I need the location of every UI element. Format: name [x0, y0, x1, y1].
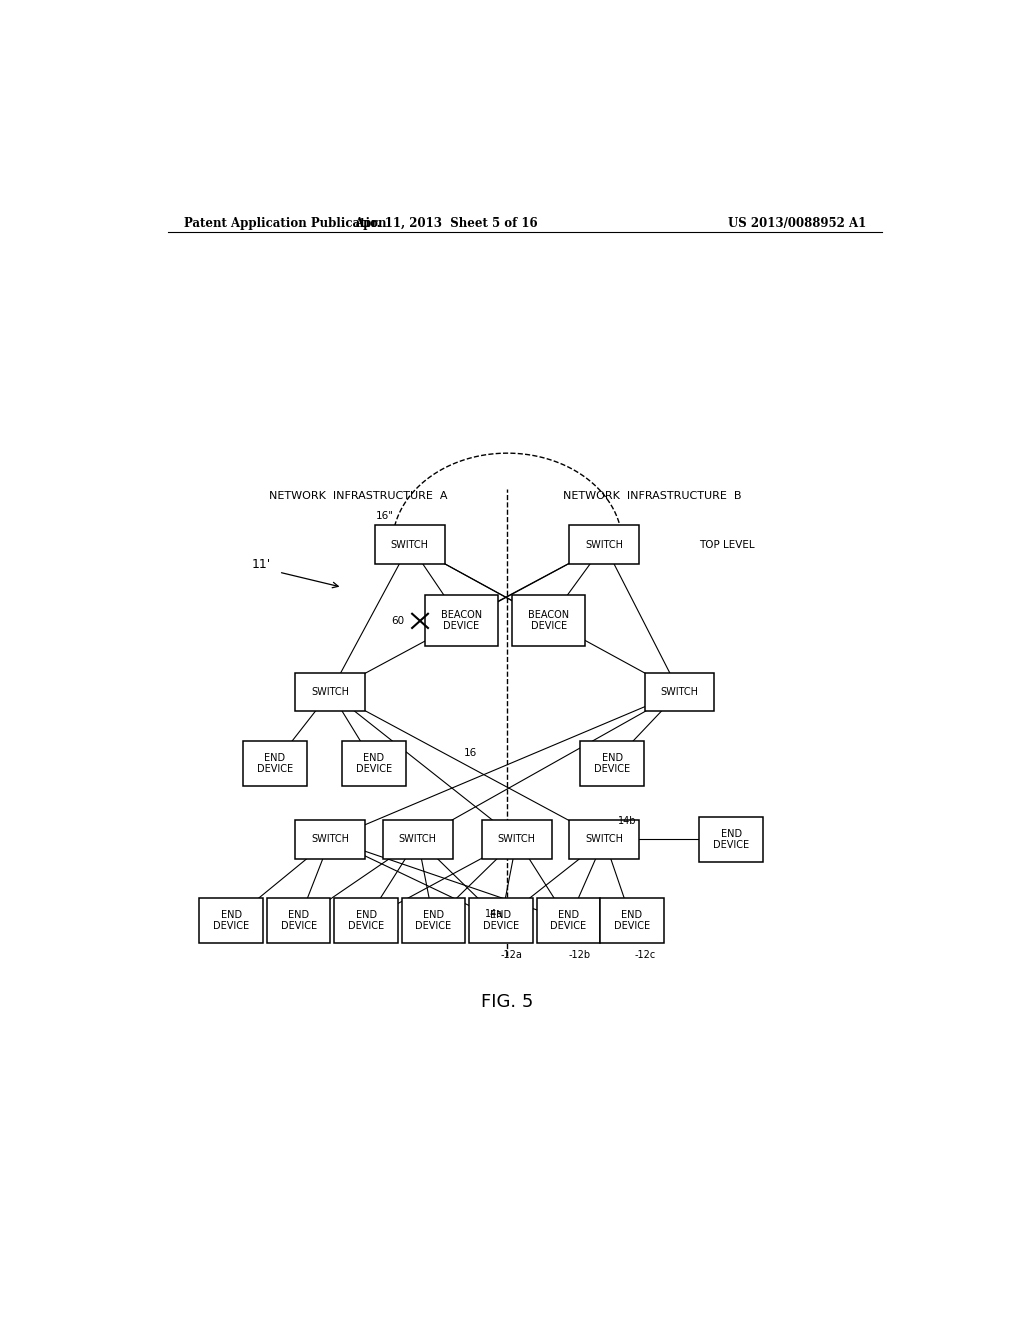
Text: -12c: -12c	[634, 950, 655, 960]
Text: 16: 16	[464, 748, 477, 758]
Text: END
DEVICE: END DEVICE	[416, 909, 452, 932]
Text: END
DEVICE: END DEVICE	[257, 752, 293, 774]
Text: -12b: -12b	[568, 950, 591, 960]
Text: Patent Application Publication: Patent Application Publication	[183, 216, 386, 230]
FancyBboxPatch shape	[569, 820, 639, 859]
FancyBboxPatch shape	[267, 899, 331, 942]
Text: NETWORK  INFRASTRUCTURE  A: NETWORK INFRASTRUCTURE A	[269, 491, 447, 500]
Text: SWITCH: SWITCH	[311, 686, 349, 697]
FancyBboxPatch shape	[243, 741, 306, 785]
Text: SWITCH: SWITCH	[660, 686, 698, 697]
Text: SWITCH: SWITCH	[398, 834, 436, 845]
Text: 11': 11'	[252, 558, 271, 572]
Text: BEACON
DEVICE: BEACON DEVICE	[528, 610, 569, 631]
Text: -12a: -12a	[501, 950, 523, 960]
FancyBboxPatch shape	[200, 899, 263, 942]
Text: END
DEVICE: END DEVICE	[713, 829, 750, 850]
Text: SWITCH: SWITCH	[585, 834, 624, 845]
FancyBboxPatch shape	[375, 525, 444, 564]
Text: END
DEVICE: END DEVICE	[594, 752, 630, 774]
FancyBboxPatch shape	[699, 817, 763, 862]
Text: 14a: 14a	[485, 908, 504, 919]
Text: BEACON
DEVICE: BEACON DEVICE	[440, 610, 482, 631]
Text: END
DEVICE: END DEVICE	[281, 909, 316, 932]
Text: END
DEVICE: END DEVICE	[356, 752, 392, 774]
Text: 14b: 14b	[617, 816, 636, 826]
Text: SWITCH: SWITCH	[585, 540, 624, 549]
FancyBboxPatch shape	[296, 820, 366, 859]
FancyBboxPatch shape	[537, 899, 600, 942]
Text: US 2013/0088952 A1: US 2013/0088952 A1	[728, 216, 866, 230]
Text: END
DEVICE: END DEVICE	[550, 909, 587, 932]
Text: SWITCH: SWITCH	[311, 834, 349, 845]
FancyBboxPatch shape	[600, 899, 664, 942]
Text: Apr. 11, 2013  Sheet 5 of 16: Apr. 11, 2013 Sheet 5 of 16	[353, 216, 538, 230]
Text: END
DEVICE: END DEVICE	[213, 909, 249, 932]
FancyBboxPatch shape	[569, 525, 639, 564]
FancyBboxPatch shape	[334, 899, 397, 942]
Text: NETWORK  INFRASTRUCTURE  B: NETWORK INFRASTRUCTURE B	[562, 491, 741, 500]
Text: FIG. 5: FIG. 5	[481, 993, 534, 1011]
Text: END
DEVICE: END DEVICE	[483, 909, 519, 932]
FancyBboxPatch shape	[296, 673, 366, 711]
FancyBboxPatch shape	[581, 741, 644, 785]
FancyBboxPatch shape	[512, 595, 585, 647]
Text: 16": 16"	[376, 511, 393, 521]
Text: SWITCH: SWITCH	[391, 540, 429, 549]
Text: SWITCH: SWITCH	[498, 834, 536, 845]
Text: END
DEVICE: END DEVICE	[613, 909, 650, 932]
Text: TOP LEVEL: TOP LEVEL	[699, 540, 755, 549]
Text: END
DEVICE: END DEVICE	[348, 909, 384, 932]
FancyBboxPatch shape	[469, 899, 532, 942]
FancyBboxPatch shape	[425, 595, 498, 647]
FancyBboxPatch shape	[401, 899, 465, 942]
Text: 60: 60	[391, 616, 404, 626]
FancyBboxPatch shape	[645, 673, 715, 711]
FancyBboxPatch shape	[383, 820, 453, 859]
FancyBboxPatch shape	[482, 820, 552, 859]
FancyBboxPatch shape	[342, 741, 406, 785]
